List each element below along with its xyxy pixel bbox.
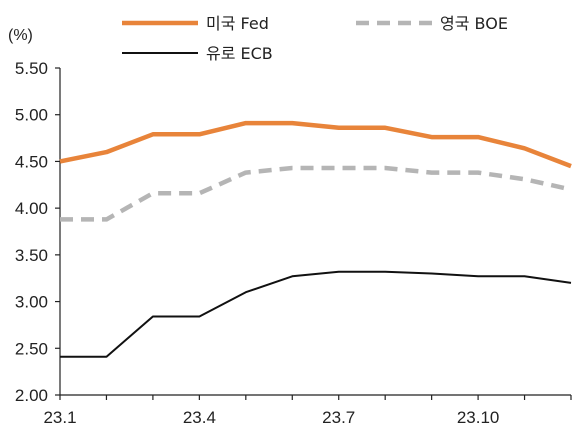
y-tick-label: 3.50 xyxy=(15,246,48,265)
y-tick-label: 4.00 xyxy=(15,199,48,218)
axes xyxy=(55,67,572,400)
legend: 미국 Fed 영국 BOE 유로 ECB xyxy=(122,14,508,63)
y-tick-label: 5.50 xyxy=(15,59,48,78)
x-tick-label: 23.1 xyxy=(43,408,76,427)
series-line xyxy=(59,120,572,169)
y-tick-label: 2.50 xyxy=(15,339,48,358)
y-tick-label: 2.00 xyxy=(15,386,48,405)
y-tick-label: 3.00 xyxy=(15,293,48,312)
legend-label: 미국 Fed xyxy=(206,14,269,33)
series-line xyxy=(60,165,572,222)
x-tick-label: 23.10 xyxy=(457,408,500,427)
y-tick-label: 4.50 xyxy=(15,152,48,171)
legend-label: 영국 BOE xyxy=(440,14,508,33)
legend-label: 유로 ECB xyxy=(206,44,273,63)
series-line xyxy=(60,270,572,358)
y-tick-label: 5.00 xyxy=(15,106,48,125)
series-layer xyxy=(59,120,572,358)
y-axis-unit-label: (%) xyxy=(8,27,33,44)
x-tick-label: 23.7 xyxy=(322,408,355,427)
x-tick-label: 23.4 xyxy=(183,408,216,427)
tick-labels: 5.50 5.00 4.50 4.00 3.50 3.00 2.50 2.00 23.1 23.4… xyxy=(15,59,499,427)
